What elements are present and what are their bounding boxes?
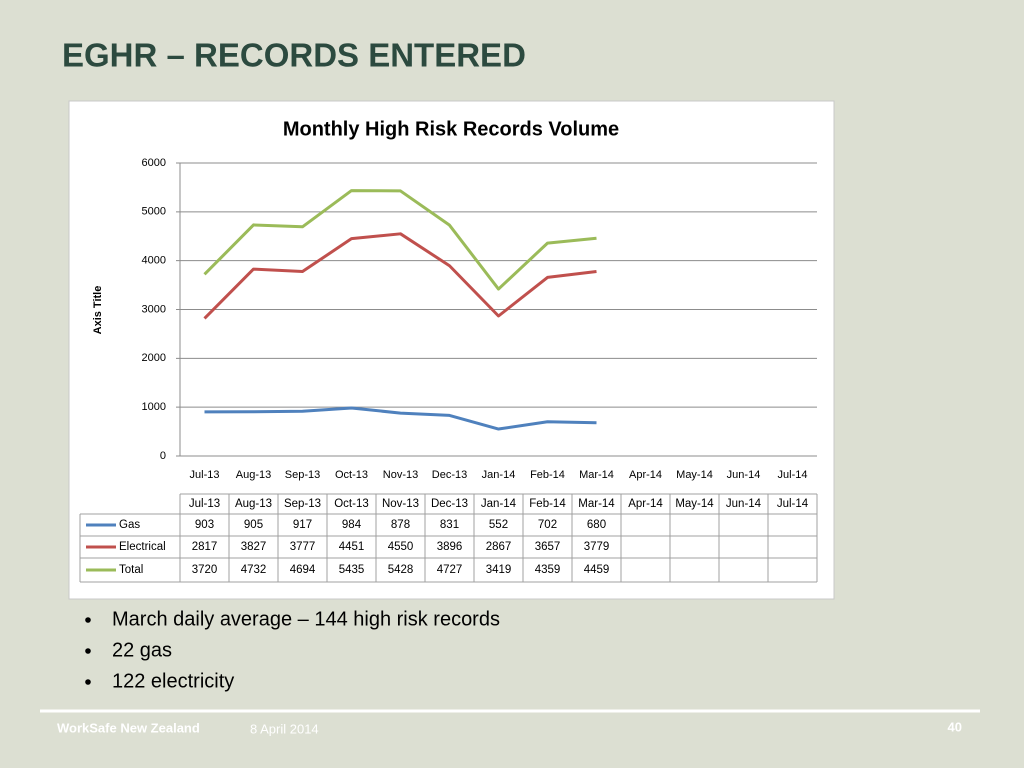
table-header: Mar-14 bbox=[578, 498, 615, 510]
table-cell: 702 bbox=[538, 519, 557, 531]
x-tick-label: Mar-14 bbox=[579, 469, 614, 481]
table-header: May-14 bbox=[675, 498, 714, 510]
y-tick-label: 5000 bbox=[142, 206, 166, 218]
table-cell: 4732 bbox=[241, 564, 267, 576]
y-tick-label: 3000 bbox=[142, 303, 166, 315]
legend-label: Electrical bbox=[119, 541, 166, 553]
x-tick-label: Nov-13 bbox=[383, 469, 418, 481]
y-tick-label: 6000 bbox=[142, 157, 166, 169]
x-tick-label: Oct-13 bbox=[335, 469, 368, 481]
bullet-dot bbox=[85, 617, 91, 623]
table-cell: 4727 bbox=[437, 564, 463, 576]
series-line bbox=[204, 406, 597, 431]
table-cell: 3827 bbox=[241, 541, 267, 553]
x-tick-label: Apr-14 bbox=[629, 469, 662, 481]
y-tick-label: 4000 bbox=[142, 255, 166, 267]
table-cell: 3657 bbox=[535, 541, 561, 553]
table-cell: 878 bbox=[391, 519, 410, 531]
bullet-text: 22 gas bbox=[112, 639, 172, 661]
y-tick-label: 1000 bbox=[142, 401, 166, 413]
table-header: Sep-13 bbox=[284, 498, 321, 510]
table-header: Feb-14 bbox=[529, 498, 566, 510]
table-cell: 3779 bbox=[584, 541, 610, 553]
table-cell: 905 bbox=[244, 519, 263, 531]
table-cell: 831 bbox=[440, 519, 459, 531]
table-cell: 2867 bbox=[486, 541, 512, 553]
x-tick-label: Dec-13 bbox=[432, 469, 467, 481]
bullet-text: 122 electricity bbox=[112, 670, 234, 692]
table-header: Jul-14 bbox=[777, 498, 809, 510]
table-header: Apr-14 bbox=[628, 498, 663, 510]
table-header: Nov-13 bbox=[382, 498, 419, 510]
y-axis-label: Axis Title bbox=[92, 286, 104, 335]
table-cell: 903 bbox=[195, 519, 214, 531]
chart-title: Monthly High Risk Records Volume bbox=[283, 118, 619, 140]
table-cell: 4694 bbox=[290, 564, 316, 576]
table-cell: 4451 bbox=[339, 541, 365, 553]
y-tick-label: 2000 bbox=[142, 352, 166, 364]
table-header: Oct-13 bbox=[334, 498, 369, 510]
table-cell: 3896 bbox=[437, 541, 463, 553]
bullet-dot bbox=[85, 648, 91, 654]
slide-title: EGHR – RECORDS ENTERED bbox=[62, 37, 526, 74]
table-cell: 680 bbox=[587, 519, 606, 531]
x-tick-label: May-14 bbox=[676, 469, 713, 481]
page-number: 40 bbox=[948, 719, 962, 734]
footer-organization: WorkSafe New Zealand bbox=[57, 720, 200, 735]
series-line bbox=[203, 232, 597, 320]
y-tick-label: 0 bbox=[160, 450, 166, 462]
table-cell: 3419 bbox=[486, 564, 512, 576]
table-cell: 4459 bbox=[584, 564, 610, 576]
legend-label: Gas bbox=[119, 519, 140, 531]
table-header: Jul-13 bbox=[189, 498, 220, 510]
table-cell: 4550 bbox=[388, 541, 414, 553]
x-tick-label: Sep-13 bbox=[285, 469, 320, 481]
table-cell: 3777 bbox=[290, 541, 316, 553]
table-header: Jan-14 bbox=[481, 498, 517, 510]
x-tick-label: Jul-13 bbox=[190, 469, 220, 481]
legend-label: Total bbox=[119, 564, 143, 576]
series-line bbox=[203, 189, 597, 291]
table-cell: 5428 bbox=[388, 564, 414, 576]
x-tick-label: Feb-14 bbox=[530, 469, 565, 481]
table-cell: 917 bbox=[293, 519, 312, 531]
table-header: Aug-13 bbox=[235, 498, 272, 510]
table-cell: 552 bbox=[489, 519, 508, 531]
bullet-text: March daily average – 144 high risk reco… bbox=[112, 608, 500, 630]
table-cell: 2817 bbox=[192, 541, 218, 553]
x-tick-label: Jun-14 bbox=[727, 469, 761, 481]
table-cell: 3720 bbox=[192, 564, 218, 576]
table-cell: 4359 bbox=[535, 564, 561, 576]
footer-date: 8 April 2014 bbox=[250, 721, 319, 736]
x-tick-label: Jan-14 bbox=[482, 469, 516, 481]
x-tick-label: Aug-13 bbox=[236, 469, 271, 481]
table-header: Dec-13 bbox=[431, 498, 468, 510]
x-tick-label: Jul-14 bbox=[778, 469, 808, 481]
bullet-dot bbox=[85, 679, 91, 685]
table-cell: 984 bbox=[342, 519, 362, 531]
table-cell: 5435 bbox=[339, 564, 365, 576]
table-header: Jun-14 bbox=[726, 498, 762, 510]
chart-frame bbox=[68, 100, 835, 600]
